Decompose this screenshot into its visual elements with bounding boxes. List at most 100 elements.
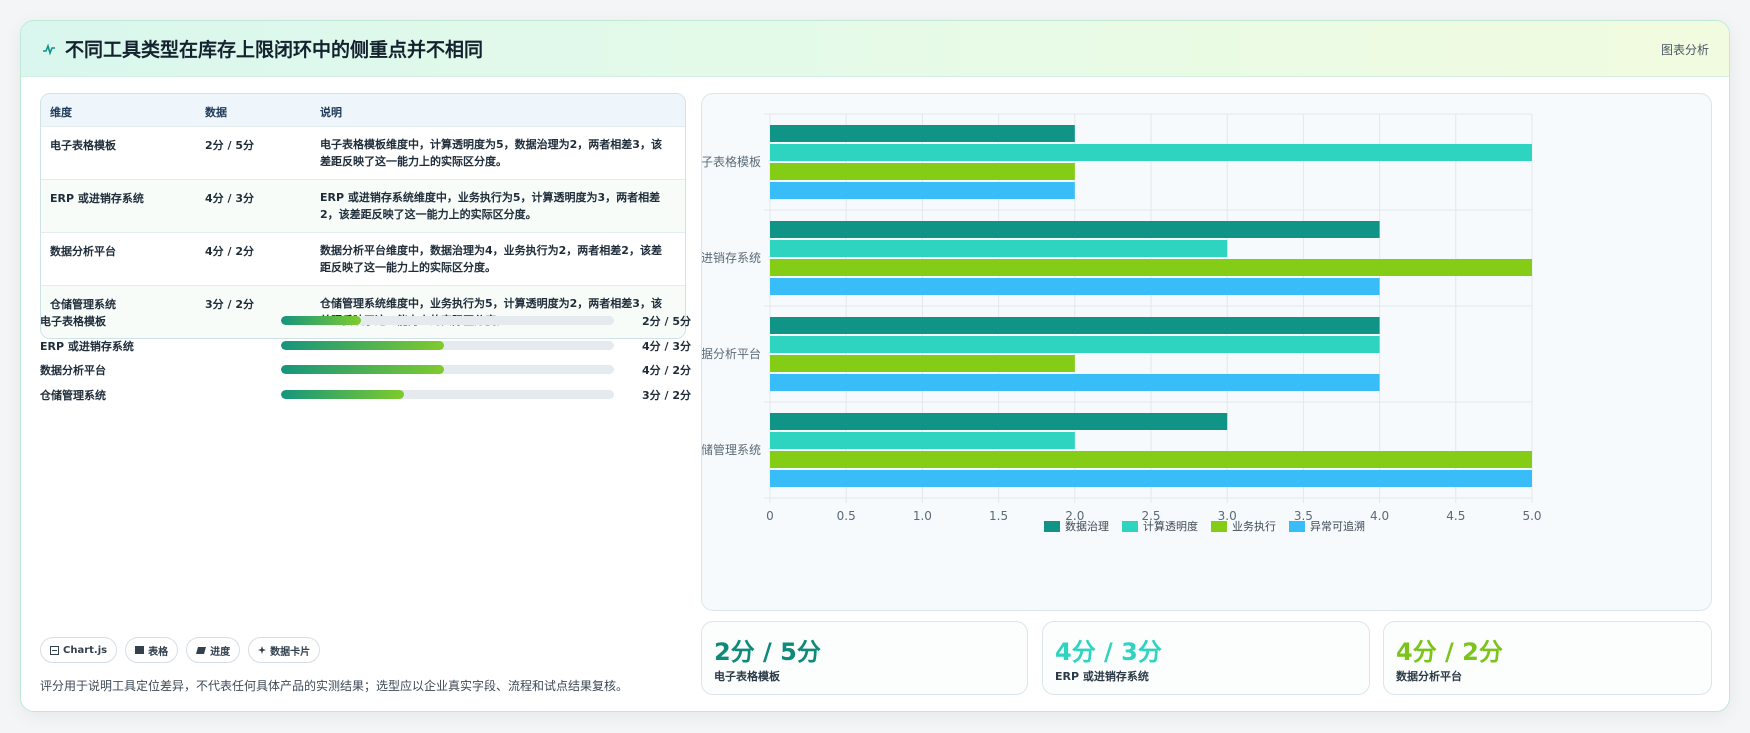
y-category-label: ERP 或进销存系统: [702, 251, 761, 265]
y-category-label: 电子表格模板: [702, 154, 761, 169]
kpi-label: 数据分析平台: [1396, 670, 1462, 683]
bar: [770, 451, 1532, 468]
legend-swatch: [1211, 521, 1227, 532]
progress-fill: [281, 390, 405, 399]
progress-icon: [196, 646, 207, 654]
chart-analysis-label: 图表分析: [1660, 43, 1709, 57]
table-cell-data: 2分 / 5分: [205, 139, 254, 152]
table-header-cell: 说明: [320, 106, 342, 119]
x-tick-label: 2.0: [1065, 509, 1084, 523]
tag-label: 表格: [148, 646, 169, 658]
table-cell-data: 3分 / 2分: [205, 298, 254, 311]
panel-card: 不同工具类型在库存上限闭环中的侧重点并不相同 图表分析 维度 数据 说明 电子表…: [20, 20, 1730, 712]
chart-container: 0 0.5 1.0 1.5 2.0 2.5 3.0 3.5 4.0 4.5 5.0 电子表格模板 ERP…: [701, 93, 1712, 611]
table-cell-description: 数据分析平台维度中，数据治理为4，业务执行为2，两者相差2，该差距反映了这一能力…: [320, 244, 662, 274]
y-category-label: 仓储管理系统: [702, 442, 761, 457]
progress-track: [281, 390, 614, 399]
bar: [770, 432, 1075, 449]
kpi-value: 4分 / 3分: [1055, 638, 1162, 666]
progress-track: [281, 341, 614, 350]
table-row: 数据分析平台 4分 / 2分 数据分析平台维度中，数据治理为4，业务执行为2，两…: [41, 233, 685, 286]
x-tick-label: 1.0: [913, 509, 932, 523]
progress-label: 数据分析平台: [40, 364, 106, 377]
table-header-cell: 数据: [205, 106, 227, 119]
bar: [770, 182, 1075, 199]
kpi-value: 2分 / 5分: [714, 638, 821, 666]
panel-header: 不同工具类型在库存上限闭环中的侧重点并不相同 图表分析: [21, 21, 1729, 77]
legend-swatch: [1122, 521, 1138, 532]
x-tick-label: 0: [766, 509, 774, 523]
legend-swatch: [1289, 521, 1305, 532]
tag-label: 进度: [210, 646, 231, 658]
x-tick-label: 4.5: [1446, 509, 1465, 523]
table-cell-data: 4分 / 2分: [205, 245, 254, 258]
table-row: 仓储管理系统 3分 / 2分 仓储管理系统维度中，业务执行为5，计算透明度为2，…: [41, 286, 685, 338]
tag-progress[interactable]: 进度: [186, 637, 241, 663]
x-tick-label: 4.0: [1370, 509, 1389, 523]
tag-label: Chart.js: [63, 644, 108, 656]
kpi-label: 电子表格模板: [714, 670, 780, 683]
bar: [770, 355, 1075, 372]
table-header-row: 维度 数据 说明: [41, 94, 685, 127]
progress-fill: [281, 341, 445, 350]
bar: [770, 470, 1532, 487]
progress-fill: [281, 365, 445, 374]
bar: [770, 336, 1380, 353]
chart-icon: [50, 645, 59, 655]
bar: [770, 317, 1380, 334]
bar: [770, 259, 1532, 276]
progress-label: 仓储管理系统: [40, 389, 106, 402]
table-cell-dimension: 仓储管理系统: [50, 298, 116, 311]
x-tick-label: 1.5: [989, 509, 1008, 523]
table-icon: [135, 646, 145, 654]
bar-chart: 0 0.5 1.0 1.5 2.0 2.5 3.0 3.5 4.0 4.5 5.0 电子表格模板 ERP…: [702, 113, 1542, 533]
tag-data-card[interactable]: 数据卡片: [248, 637, 321, 663]
progress-value: 3分 / 2分: [642, 389, 691, 402]
x-tick-label: 2.5: [1141, 509, 1160, 523]
progress-track: [281, 316, 614, 325]
table-cell-dimension: 数据分析平台: [50, 245, 116, 258]
table-cell-dimension: 电子表格模板: [50, 139, 116, 152]
table-cell-data: 4分 / 3分: [205, 192, 254, 205]
progress-row: 数据分析平台 4分 / 2分: [40, 360, 700, 378]
table-cell-description: ERP 或进销存系统维度中，业务执行为5，计算透明度为3，两者相差2，该差距反映…: [320, 191, 661, 221]
data-table: 维度 数据 说明 电子表格模板 2分 / 5分 电子表格模板维度中，计算透明度为…: [40, 93, 686, 339]
tag-list: Chart.js 表格 进度 数据卡片: [40, 637, 321, 663]
table-row: ERP 或进销存系统 4分 / 3分 ERP 或进销存系统维度中，业务执行为5，…: [41, 180, 685, 233]
bar: [770, 144, 1532, 161]
x-tick-label: 0.5: [837, 509, 856, 523]
legend-label: 异常可追溯: [1310, 519, 1365, 533]
progress-value: 4分 / 3分: [642, 340, 691, 353]
tag-label: 数据卡片: [270, 646, 311, 658]
bar: [770, 221, 1380, 238]
table-header-cell: 维度: [50, 106, 72, 119]
kpi-card: 4分 / 2分 数据分析平台: [1383, 621, 1712, 695]
bar: [770, 125, 1075, 142]
tag-chartjs[interactable]: Chart.js: [40, 637, 118, 663]
bar: [770, 163, 1075, 180]
progress-row: 电子表格模板 2分 / 5分: [40, 311, 700, 329]
progress-track: [281, 365, 614, 374]
tag-table[interactable]: 表格: [125, 637, 179, 663]
progress-label: ERP 或进销存系统: [40, 340, 134, 353]
table-row: 电子表格模板 2分 / 5分 电子表格模板维度中，计算透明度为5，数据治理为2，…: [41, 127, 685, 180]
table-cell-dimension: ERP 或进销存系统: [50, 192, 144, 205]
legend-swatch: [1044, 521, 1060, 532]
legend-label: 数据治理: [1065, 519, 1109, 533]
bar: [770, 240, 1228, 257]
legend-label: 计算透明度: [1143, 519, 1198, 533]
progress-value: 2分 / 5分: [642, 315, 691, 328]
pulse-icon: [41, 41, 57, 57]
progress-fill: [281, 316, 361, 325]
disclaimer-note: 评分用于说明工具定位差异，不代表任何具体产品的实测结果；选型应以企业真实字段、流…: [40, 679, 629, 693]
progress-label: 电子表格模板: [40, 315, 106, 328]
bar: [770, 413, 1228, 430]
progress-value: 4分 / 2分: [642, 364, 691, 377]
x-tick-label: 3.5: [1294, 509, 1313, 523]
kpi-card: 2分 / 5分 电子表格模板: [701, 621, 1028, 695]
y-category-label: 数据分析平台: [702, 346, 761, 361]
table-cell-description: 电子表格模板维度中，计算透明度为5，数据治理为2，两者相差3，该差距反映了这一能…: [320, 138, 662, 168]
progress-row: ERP 或进销存系统 4分 / 3分: [40, 336, 700, 354]
sparkle-icon: [258, 646, 267, 654]
kpi-value: 4分 / 2分: [1396, 638, 1503, 666]
